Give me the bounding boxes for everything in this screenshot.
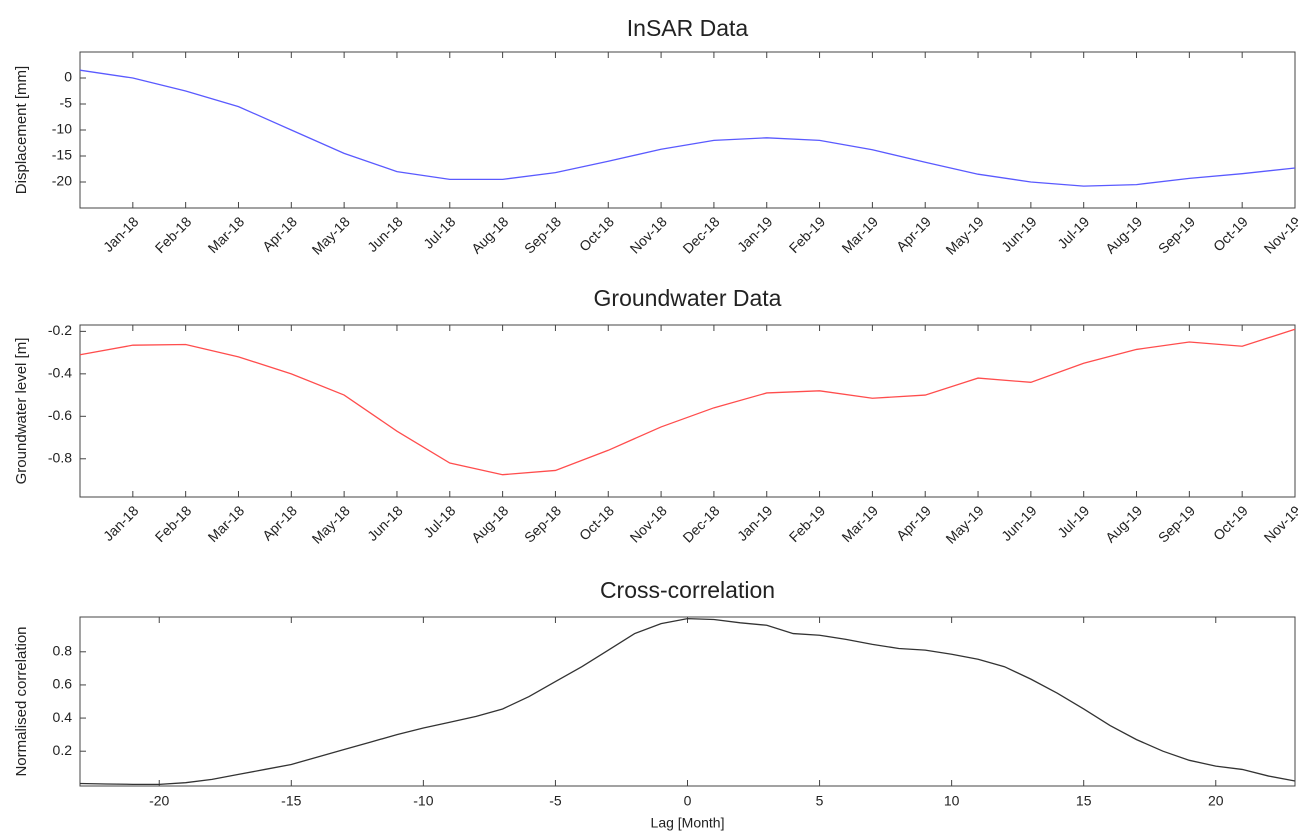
y-tick-label: -0.8 <box>48 449 72 465</box>
x-tick-label: Dec-18 <box>679 213 722 256</box>
y-tick-label: -0.4 <box>48 365 72 381</box>
y-axis-label: Displacement [mm] <box>13 66 30 194</box>
y-tick-label: -5 <box>60 95 73 111</box>
plot-frame <box>79 324 1296 498</box>
x-tick-label: Nov-18 <box>627 502 670 545</box>
x-tick-label: Sep-18 <box>521 502 564 545</box>
x-tick-label: Jan-18 <box>100 502 142 544</box>
x-tick-label: Jun-19 <box>998 502 1040 544</box>
x-tick-label: -15 <box>281 793 301 809</box>
x-tick-label: Jul-18 <box>420 213 458 251</box>
x-tick-label: -5 <box>549 793 562 809</box>
x-tick-label: Nov-18 <box>627 213 670 256</box>
x-tick-label: Sep-19 <box>1155 213 1198 256</box>
x-tick-label: 0 <box>684 793 692 809</box>
y-tick-label: 0.6 <box>53 676 73 692</box>
x-tick-label: Aug-19 <box>1102 502 1145 545</box>
x-tick-label: Nov-19 <box>1261 502 1298 545</box>
chart-title: Groundwater Data <box>594 285 782 311</box>
y-tick-label: -0.6 <box>48 407 72 423</box>
y-axis-label: Groundwater level [m] <box>13 338 30 485</box>
x-tick-label: Feb-19 <box>786 502 829 545</box>
x-tick-label: Aug-19 <box>1102 213 1145 256</box>
y-tick-label: 0.2 <box>53 742 73 758</box>
x-tick-label: Jun-18 <box>364 213 406 255</box>
data-line <box>79 69 1296 187</box>
x-tick-label: Jan-19 <box>734 213 776 255</box>
y-tick-label: 0.4 <box>53 709 73 725</box>
y-tick-label: 0.8 <box>53 642 73 658</box>
x-tick-label: 15 <box>1076 793 1092 809</box>
chart-title: InSAR Data <box>627 15 749 41</box>
x-tick-label: Jul-19 <box>1054 213 1092 251</box>
x-tick-label: 20 <box>1208 793 1224 809</box>
x-tick-label: -20 <box>149 793 169 809</box>
x-tick-label: Oct-18 <box>576 213 617 254</box>
x-tick-label: Nov-19 <box>1261 213 1298 256</box>
x-tick-label: Dec-18 <box>679 502 722 545</box>
x-tick-label: May-18 <box>309 502 353 546</box>
x-tick-label: Oct-18 <box>576 502 617 543</box>
x-tick-label: Apr-18 <box>259 213 300 254</box>
x-tick-label: Apr-18 <box>259 502 300 543</box>
x-tick-label: May-19 <box>942 502 986 546</box>
x-tick-label: May-18 <box>309 213 353 257</box>
x-tick-label: Feb-19 <box>786 213 829 256</box>
x-tick-label: Jun-18 <box>364 502 406 544</box>
x-tick-label: Mar-19 <box>838 213 881 256</box>
plot-frame <box>79 51 1296 209</box>
x-tick-label: Apr-19 <box>893 213 934 254</box>
x-tick-label: Oct-19 <box>1210 502 1251 543</box>
x-tick-label: Oct-19 <box>1210 213 1251 254</box>
y-tick-label: 0 <box>64 69 72 85</box>
x-tick-label: May-19 <box>942 213 986 257</box>
x-tick-label: Mar-19 <box>838 502 881 545</box>
x-tick-label: Sep-19 <box>1155 502 1198 545</box>
y-axis-label: Normalised correlation <box>13 626 30 776</box>
x-tick-label: Jul-19 <box>1054 502 1092 540</box>
x-tick-label: Mar-18 <box>205 502 248 545</box>
y-tick-label: -10 <box>52 121 72 137</box>
x-tick-label: 10 <box>944 793 960 809</box>
x-tick-label: Feb-18 <box>152 502 195 545</box>
x-tick-label: Jun-19 <box>998 213 1040 255</box>
y-tick-label: -20 <box>52 173 72 189</box>
chart-title: Cross-correlation <box>600 577 775 603</box>
y-tick-label: -0.2 <box>48 322 72 338</box>
x-tick-label: Jan-19 <box>734 502 776 544</box>
data-line <box>79 618 1296 785</box>
x-tick-label: Aug-18 <box>468 502 511 545</box>
x-tick-label: -10 <box>413 793 433 809</box>
x-tick-label: 5 <box>816 793 824 809</box>
x-axis-label: Lag [Month] <box>651 815 725 831</box>
x-tick-label: Aug-18 <box>468 213 511 256</box>
x-tick-label: Mar-18 <box>205 213 248 256</box>
x-tick-label: Jul-18 <box>420 502 458 540</box>
x-tick-label: Sep-18 <box>521 213 564 256</box>
plot-frame <box>79 616 1296 787</box>
x-tick-label: Feb-18 <box>152 213 195 256</box>
x-tick-label: Apr-19 <box>893 502 934 543</box>
x-tick-label: Jan-18 <box>100 213 142 255</box>
data-line <box>79 328 1296 476</box>
y-tick-label: -15 <box>52 147 72 163</box>
